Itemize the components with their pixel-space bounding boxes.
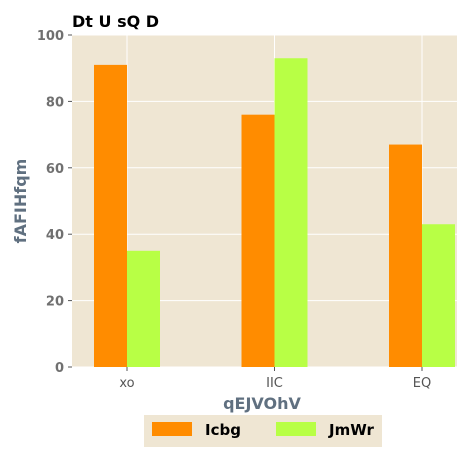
bar-jmwr-eq [422, 224, 455, 367]
bars [94, 58, 455, 368]
x-tick-label: xo [119, 376, 134, 391]
legend-label-icbg: Icbg [205, 421, 241, 439]
legend: Icbg JmWr [144, 415, 382, 447]
y-tick-label: 100 [37, 29, 64, 44]
bar-jmwr-xo [127, 250, 160, 367]
y-tick-label: 80 [46, 95, 64, 110]
y-tick-label: 60 [46, 162, 64, 177]
x-tick-label: EQ [413, 376, 431, 391]
bar-icbg-iic [241, 114, 275, 368]
legend-swatch-jmwr [276, 422, 316, 436]
chart-title: Dt U sQ D [72, 12, 159, 31]
legend-label-jmwr: JmWr [328, 421, 374, 439]
y-tick-label: 0 [55, 361, 64, 376]
y-axis-label: fAFIHfqm [11, 159, 30, 244]
x-axis-ticks: xo IIC EQ [119, 367, 431, 391]
y-axis-ticks: 0 20 40 60 80 100 [37, 29, 72, 376]
bar-jmwr-iic [274, 58, 308, 368]
y-tick-label: 20 [46, 295, 64, 310]
bar-icbg-eq [389, 144, 422, 367]
y-tick-label: 40 [46, 228, 64, 243]
bar-icbg-xo [94, 64, 127, 367]
x-tick-label: IIC [266, 376, 283, 391]
legend-swatch-icbg [152, 422, 192, 436]
x-axis-label: qEJVOhV [223, 394, 301, 413]
